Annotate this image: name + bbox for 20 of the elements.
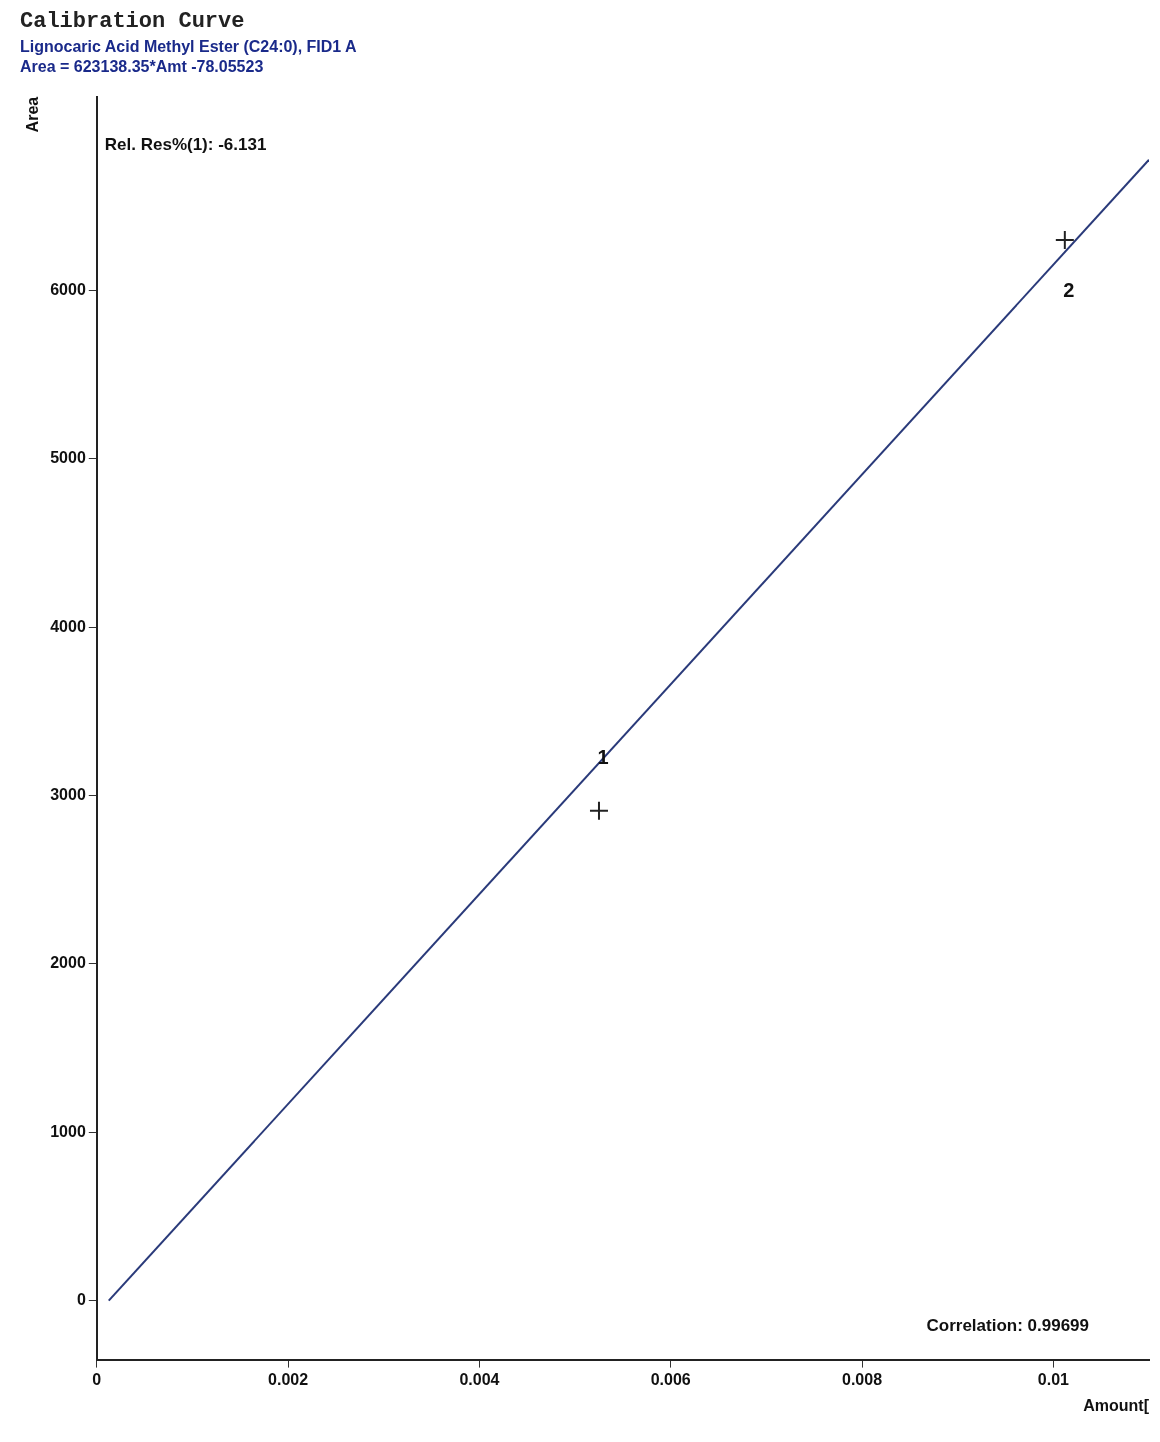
y-tick-label: 6000 bbox=[50, 280, 86, 298]
y-tick-label: 3000 bbox=[50, 785, 86, 803]
x-tick-label: 0.004 bbox=[459, 1370, 500, 1388]
x-tick-label: 0.002 bbox=[268, 1370, 309, 1388]
annotation: 2 bbox=[1063, 279, 1075, 302]
annotation: Correlation: 0.99699 bbox=[926, 1315, 1089, 1335]
y-tick-label: 4000 bbox=[50, 617, 86, 635]
x-tick-label: 0.01 bbox=[1037, 1370, 1070, 1388]
x-tick-label: 0 bbox=[92, 1370, 102, 1388]
y-tick-label: 2000 bbox=[50, 954, 86, 972]
x-axis-title: Amount[ bbox=[1083, 1396, 1150, 1414]
x-tick-label: 0.006 bbox=[650, 1370, 691, 1388]
chart-title: Calibration Curve bbox=[20, 8, 245, 34]
chart-subtitle: Lignocaric Acid Methyl Ester (C24:0), FID1 A Area = 623138.35*Amt -78.05523 bbox=[20, 38, 358, 75]
x-tick-label: 0.008 bbox=[842, 1370, 883, 1388]
annotation: Rel. Res%(1): -6.131 bbox=[104, 134, 267, 154]
y-tick-label: 0 bbox=[76, 1291, 86, 1309]
y-tick-label: 1000 bbox=[50, 1122, 86, 1140]
y-tick-label: 5000 bbox=[50, 449, 86, 467]
y-axis-title: Area bbox=[24, 96, 42, 133]
